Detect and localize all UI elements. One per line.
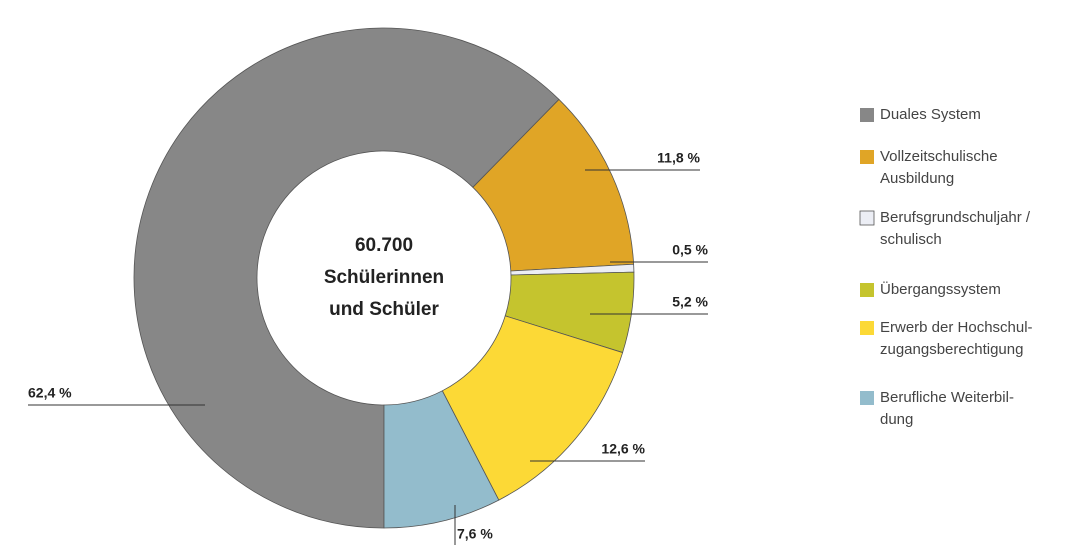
legend-label: Duales System: [880, 106, 981, 123]
legend-swatch: [860, 321, 874, 335]
slice: [133, 27, 560, 529]
value-label: 11,8 %: [657, 150, 700, 166]
legend-label: schulisch: [880, 231, 942, 248]
legend-label: Berufliche Weiterbil-: [880, 389, 1014, 406]
value-label: 12,6 %: [601, 441, 645, 457]
value-label: 5,2 %: [672, 294, 708, 310]
slice: [383, 390, 500, 529]
legend-label: Berufsgrundschuljahr /: [880, 209, 1031, 226]
legend-label: Ausbildung: [880, 170, 954, 187]
value-label: 7,6 %: [457, 526, 493, 542]
value-label: 0,5 %: [672, 242, 708, 258]
legend-swatch: [860, 150, 874, 164]
center-text: 60.700: [355, 235, 413, 256]
legend-label: dung: [880, 411, 913, 428]
legend-swatch: [860, 283, 874, 297]
center-text: Schülerinnen: [324, 267, 444, 288]
slice: [441, 315, 624, 501]
legend-swatch: [860, 391, 874, 405]
legend-swatch: [859, 210, 875, 226]
legend-label: Vollzeitschulische: [880, 148, 998, 165]
center-text: und Schüler: [329, 299, 439, 320]
legend-label: Übergangssystem: [880, 280, 1001, 298]
value-label: 62,4 %: [28, 385, 72, 401]
legend-label: Erwerb der Hochschul-: [880, 319, 1033, 336]
legend-swatch: [860, 108, 874, 122]
legend-label: zugangsberechtigung: [880, 341, 1023, 358]
